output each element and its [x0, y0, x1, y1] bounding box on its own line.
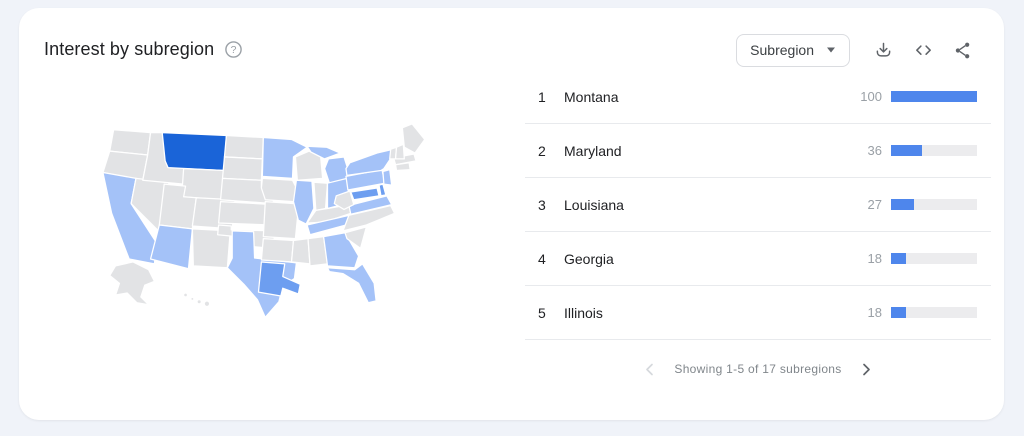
value-bar-fill [891, 307, 907, 318]
next-page-button[interactable] [860, 361, 873, 378]
value-bar-track [891, 307, 977, 318]
subregion-value: 36 [867, 143, 882, 158]
map-state-wy[interactable] [181, 167, 226, 201]
subregion-name: Georgia [564, 250, 614, 267]
map-state-ma[interactable] [392, 153, 417, 166]
subregion-rank: 2 [538, 142, 546, 159]
subregion-value: 100 [860, 89, 882, 104]
prev-page-button[interactable] [643, 361, 656, 378]
us-choropleth-map [100, 120, 450, 324]
subregion-dropdown-value: Subregion [750, 42, 814, 58]
subregion-row-montana[interactable]: 1 Montana 100 [525, 70, 991, 124]
embed-button[interactable] [906, 33, 940, 67]
download-icon [876, 42, 890, 57]
share-icon [955, 42, 969, 58]
map-state-hi[interactable] [190, 296, 195, 302]
value-bar-fill [891, 253, 907, 264]
subregion-name: Louisiana [564, 196, 624, 213]
chevron-right-icon [862, 363, 870, 375]
value-bar-track [891, 145, 977, 156]
map-state-mi-up[interactable] [306, 145, 341, 160]
subregion-list: 1 Montana 100 2 Maryland 36 3 Louisiana 27 4 Georg… [525, 70, 991, 340]
map-state-la[interactable] [257, 261, 301, 297]
map-state-wv[interactable] [333, 190, 355, 211]
map-state-nj[interactable] [382, 168, 393, 186]
map-state-de[interactable] [378, 183, 387, 197]
map-state-ia[interactable] [260, 177, 298, 203]
map-state-mn[interactable] [261, 136, 308, 179]
subregion-row-illinois[interactable]: 5 Illinois 18 [525, 286, 991, 340]
help-icon[interactable]: ? [224, 40, 243, 59]
subregion-row-maryland[interactable]: 2 Maryland 36 [525, 124, 991, 178]
map-state-fl[interactable] [326, 263, 377, 304]
subregion-name: Illinois [564, 304, 603, 321]
embed-icon [915, 44, 931, 55]
subregion-value: 18 [867, 251, 882, 266]
chevron-left-icon [646, 363, 654, 375]
map-state-hi[interactable] [203, 300, 211, 308]
card-header: Interest by subregion ? [44, 39, 243, 60]
map-state-sd[interactable] [221, 156, 263, 181]
map-state-nd[interactable] [223, 134, 264, 160]
map-state-nh[interactable] [394, 143, 405, 160]
share-button[interactable] [946, 33, 980, 67]
map-state-ak[interactable] [109, 261, 156, 306]
subregion-name: Montana [564, 88, 619, 105]
caret-down-icon [826, 47, 836, 53]
subregion-value: 27 [867, 197, 882, 212]
value-bar-track [891, 199, 977, 210]
download-button[interactable] [866, 33, 900, 67]
map-state-wi[interactable] [294, 150, 324, 181]
map-state-mo[interactable] [262, 201, 299, 240]
map-state-ar[interactable] [260, 237, 295, 263]
value-bar-fill [891, 199, 915, 210]
interest-by-subregion-card: Interest by subregion ? Subregion [19, 8, 1004, 420]
map-state-in[interactable] [313, 181, 329, 212]
value-bar-fill [891, 91, 977, 102]
card-title: Interest by subregion [44, 39, 215, 59]
subregion-name: Maryland [564, 142, 622, 159]
map-state-hi[interactable] [196, 299, 202, 305]
map-state-va[interactable] [348, 195, 393, 215]
subregion-rank: 4 [538, 250, 546, 267]
subregion-row-georgia[interactable]: 4 Georgia 18 [525, 232, 991, 286]
map-state-mt[interactable] [161, 132, 228, 172]
map-state-az[interactable] [149, 224, 193, 270]
map-state-sc[interactable] [344, 226, 368, 249]
map-state-ms[interactable] [290, 237, 311, 265]
map-state-il[interactable] [292, 179, 315, 225]
pagination: Showing 1-5 of 17 subregions [525, 355, 991, 383]
pagination-label: Showing 1-5 of 17 subregions [674, 362, 842, 376]
map-state-nc[interactable] [342, 204, 396, 232]
value-bar-track [891, 253, 977, 264]
map-state-md[interactable] [350, 187, 380, 201]
subregion-rank: 1 [538, 88, 546, 105]
subregion-dropdown[interactable]: Subregion [736, 33, 850, 67]
subregion-rank: 3 [538, 196, 546, 213]
subregion-value: 18 [867, 305, 882, 320]
subregion-rank: 5 [538, 304, 546, 321]
map-state-ct[interactable] [394, 162, 411, 172]
svg-text:?: ? [231, 44, 237, 56]
subregion-row-louisiana[interactable]: 3 Louisiana 27 [525, 178, 991, 232]
map-state-hi[interactable] [182, 292, 189, 298]
map-state-ga[interactable] [322, 232, 360, 269]
value-bar-track [891, 91, 977, 102]
card-controls: Subregion [736, 33, 980, 67]
map-state-me[interactable] [401, 123, 426, 154]
value-bar-fill [891, 145, 922, 156]
